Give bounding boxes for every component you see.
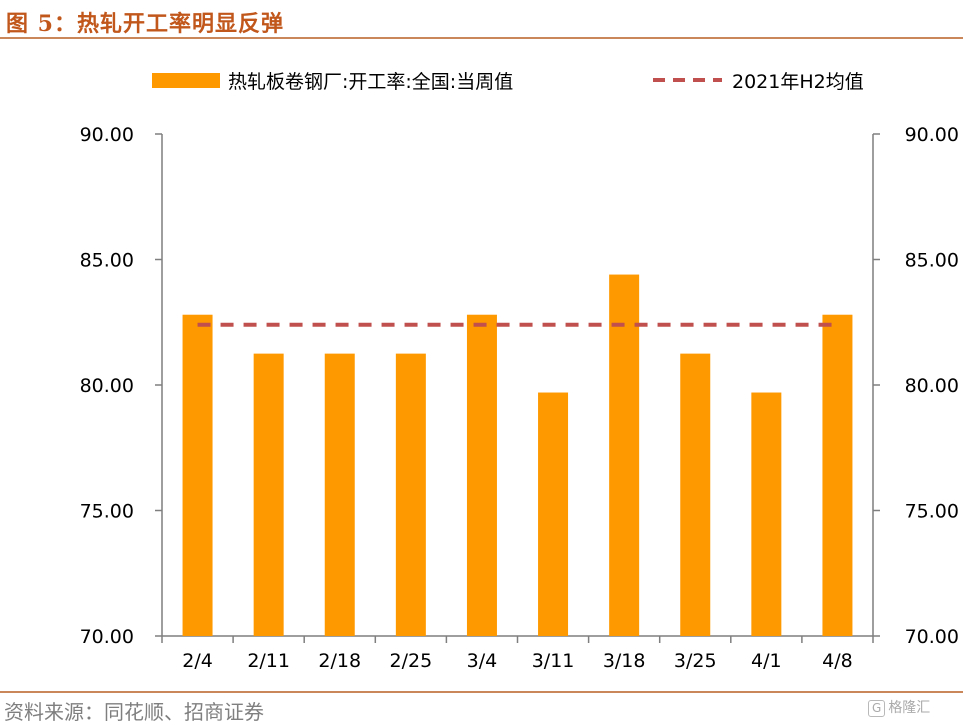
bar [182, 314, 213, 636]
bar [538, 392, 569, 636]
x-tick-label: 4/1 [751, 650, 782, 672]
x-tick-label: 2/25 [390, 650, 433, 672]
bar-chart: 热轧板卷钢厂:开工率:全国:当周值 2021年H2均值 70.00 75.00 80… [80, 71, 959, 672]
right-y-tick-label: 70.00 [905, 626, 959, 648]
x-tick-label: 2/18 [318, 650, 361, 672]
x-tick-label: 2/4 [182, 650, 213, 672]
right-y-tick-label: 80.00 [905, 375, 959, 397]
x-tick-label: 3/4 [467, 650, 498, 672]
right-y-tick-label: 85.00 [905, 250, 959, 272]
bar [609, 274, 640, 636]
bottom-rule [0, 691, 963, 693]
x-tick-label: 4/8 [822, 650, 853, 672]
watermark-logo-icon: G [868, 700, 886, 717]
source-note: 资料来源：同花顺、招商证券 [4, 700, 264, 724]
bar [680, 353, 711, 636]
x-tick-label: 2/11 [247, 650, 290, 672]
legend-bar-label: 热轧板卷钢厂:开工率:全国:当周值 [228, 71, 513, 93]
legend-bar-swatch [152, 73, 220, 88]
left-y-tick-label: 70.00 [80, 626, 134, 648]
bar [324, 353, 355, 636]
legend-line-label: 2021年H2均值 [732, 71, 864, 93]
x-tick-label: 3/25 [674, 650, 717, 672]
bar [822, 314, 853, 636]
bar [751, 392, 782, 636]
bar [253, 353, 284, 636]
x-tick-label: 3/11 [532, 650, 575, 672]
x-tick-label: 3/18 [603, 650, 646, 672]
bar [395, 353, 426, 636]
watermark: G 格隆汇 [868, 697, 930, 717]
bar [466, 314, 497, 636]
right-y-tick-label: 90.00 [905, 124, 959, 146]
left-y-tick-label: 75.00 [80, 501, 134, 523]
plot-area: 70.00 75.00 80.00 85.00 90.00 70.00 75.00 80.00… [80, 124, 959, 672]
left-y-tick-label: 85.00 [80, 250, 134, 272]
chart-legend: 热轧板卷钢厂:开工率:全国:当周值 2021年H2均值 [152, 71, 864, 93]
left-y-tick-label: 80.00 [80, 375, 134, 397]
figure-header: 图 5：热轧开工率明显反弹 [0, 0, 963, 40]
left-y-tick-label: 90.00 [80, 124, 134, 146]
top-rule [0, 37, 963, 39]
watermark-text: 格隆汇 [888, 700, 931, 716]
figure-title: 图 5：热轧开工率明显反弹 [6, 11, 284, 37]
right-y-tick-label: 75.00 [905, 501, 959, 523]
